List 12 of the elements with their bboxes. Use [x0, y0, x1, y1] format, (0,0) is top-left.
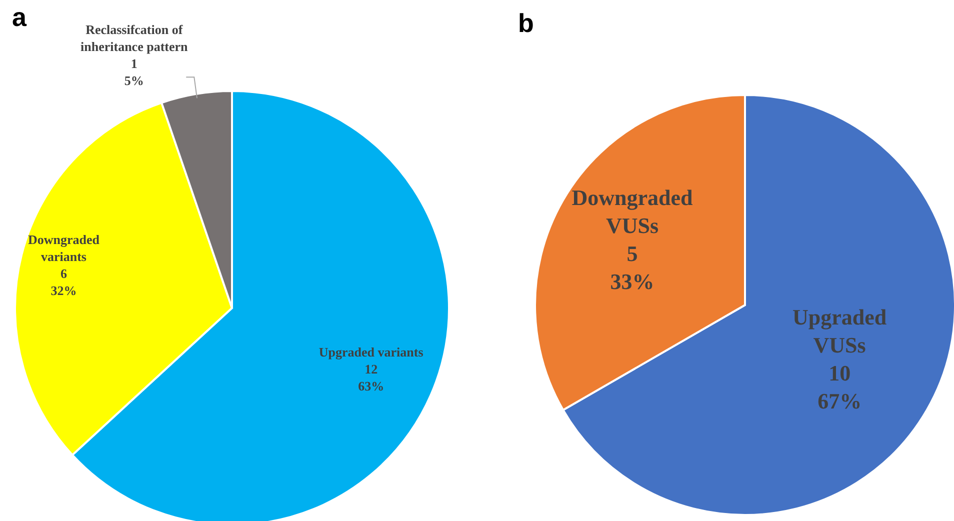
data-label: 5 33% [610, 240, 654, 294]
slice-label: Upgraded VUSs [792, 304, 887, 358]
chart-title: b [518, 8, 534, 39]
slice-label: Upgraded variants [318, 344, 424, 360]
slice-label: Downgraded variants [28, 232, 100, 264]
data-label: 1 5% [124, 56, 144, 88]
data-label: 10 67% [818, 360, 862, 414]
slice-label: Downgraded VUSs [572, 184, 693, 238]
data-label: 12 63% [358, 361, 384, 394]
chart-title: a [12, 2, 26, 33]
slice-label: Reclassifcation of inheritance pattern [80, 22, 189, 54]
data-label: 6 32% [50, 266, 77, 298]
